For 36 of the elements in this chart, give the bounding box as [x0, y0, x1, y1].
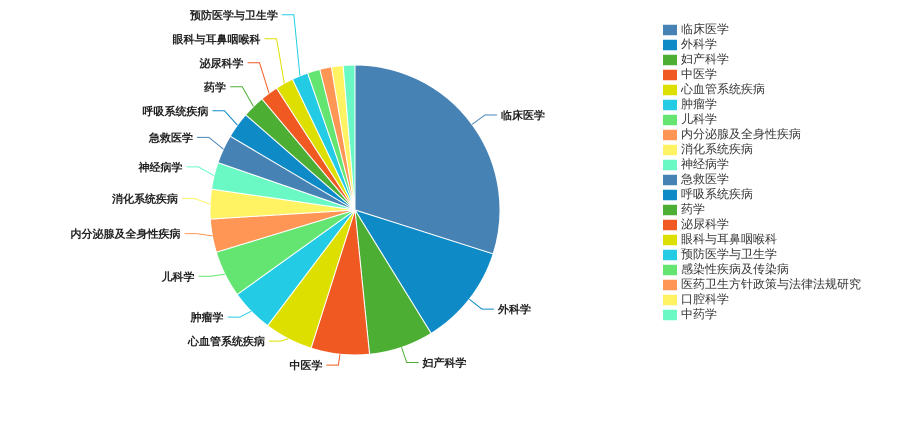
legend-label: 消化系统疾病 — [681, 142, 753, 156]
legend-label: 泌尿科学 — [681, 217, 729, 231]
slice-label: 肿瘤学 — [190, 311, 224, 324]
legend-label: 内分泌腺及全身性疾病 — [681, 127, 801, 141]
slice-label: 急救医学 — [148, 131, 193, 144]
slice-label: 泌尿科学 — [198, 56, 244, 70]
legend-label: 妇产科学 — [681, 52, 729, 66]
legend-label: 急救医学 — [681, 172, 729, 186]
legend-label: 心血管系统疾病 — [681, 82, 765, 96]
slice-label: 内分泌腺及全身性疾病 — [70, 228, 181, 241]
legend-label: 感染性疾病及传染病 — [681, 262, 789, 276]
legend-label: 儿科学 — [681, 112, 717, 126]
slice-label: 预防医学与卫生学 — [188, 8, 278, 22]
legend-label: 口腔科学 — [681, 292, 729, 306]
legend-label: 预防医学与卫生学 — [681, 247, 777, 261]
legend-label: 中医学 — [681, 67, 717, 81]
legend-label: 临床医学 — [681, 22, 729, 36]
slice-label: 中医学 — [289, 359, 322, 372]
legend-label: 眼科与耳鼻咽喉科 — [681, 232, 777, 246]
legend-label: 肿瘤学 — [681, 97, 717, 111]
legend-label: 外科学 — [681, 37, 717, 51]
legend-label: 药学 — [681, 202, 705, 216]
legend-label: 神经病学 — [681, 157, 729, 171]
slice-label: 心血管系统疾病 — [187, 335, 266, 348]
slice-label: 消化系统疾病 — [111, 192, 178, 206]
slice-label: 儿科学 — [160, 270, 195, 284]
legend-label: 中药学 — [681, 307, 717, 321]
slice-label: 呼吸系统疾病 — [142, 104, 208, 118]
slice-label: 药学 — [203, 80, 226, 94]
slice-label: 临床医学 — [500, 108, 545, 122]
slice-label: 眼科与耳鼻咽喉科 — [172, 32, 261, 46]
slice-label: 妇产科学 — [422, 356, 467, 370]
legend-label: 呼吸系统疾病 — [681, 187, 753, 201]
slice-label: 外科学 — [496, 303, 531, 316]
legend-label: 医药卫生方针政策与法律法规研究 — [681, 277, 861, 291]
slice-label: 神经病学 — [138, 160, 183, 174]
